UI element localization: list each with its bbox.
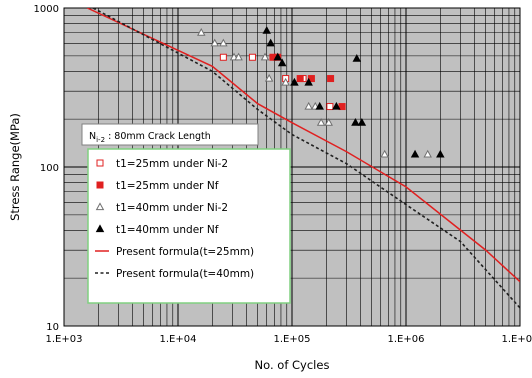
y-tick-label: 1000 [34,4,59,15]
legend-swatch [95,224,105,233]
data-point [351,118,360,126]
formula-lines [86,8,520,309]
data-point [260,52,270,61]
data-point [219,38,228,47]
data-points [197,26,445,158]
data-point [436,149,445,158]
data-point [262,26,271,34]
data-point [266,38,275,47]
annotation-box: Ni-2 : 80mm Crack Length [81,123,259,146]
data-point [324,118,333,126]
legend-label: t1=40mm under Ni-2 [116,202,228,214]
annotation-subscript: i-2 [96,136,105,144]
data-point [332,101,341,110]
annotation-suffix: : 80mm Crack Length [105,131,211,142]
x-tick-label: 1.E+04 [160,334,197,345]
x-axis-label: No. of Cycles [255,358,330,372]
data-point [273,52,283,61]
legend-label: Present formula(t=40mm) [116,268,254,280]
legend-label: t1=25mm under Nf [116,180,219,192]
annotation-frame [81,123,259,146]
data-point [380,149,389,158]
x-tick-label: 1.E+07 [502,334,532,345]
data-point [326,103,334,111]
legend-label: t1=25mm under Ni-2 [116,158,228,170]
legend-swatch [96,159,104,167]
data-point [352,54,362,62]
tick-labels: 1.E+03 1.E+04 1.E+05 1.E+06 1.E+07 10 100 1000 [34,4,532,345]
annotation-prefix: N [89,131,96,142]
y-tick-label: 10 [46,322,59,333]
data-point [357,118,367,126]
data-point [327,75,335,83]
data-point [423,149,432,158]
legend-swatch [95,202,105,211]
data-point [234,52,243,61]
data-point [277,58,287,67]
data-point [304,77,313,86]
data-point [210,38,219,47]
data-point [296,75,304,83]
legend: t1=25mm under Ni-2 t1=25mm under Nf t1=40m… [87,148,291,304]
x-tick-label: 1.E+03 [46,334,83,345]
data-point [315,101,324,110]
data-point [410,149,420,158]
data-point [197,27,206,36]
data-point [338,103,346,111]
x-tick-label: 1.E+06 [388,334,425,345]
data-point [290,77,299,86]
data-point [219,53,227,61]
data-point [304,101,313,110]
formula-line [86,8,520,283]
y-axis-label: Stress Range(MPa) [8,113,22,221]
data-point [316,118,326,126]
x-tick-label: 1.E+05 [274,334,311,345]
plot-frame [63,7,521,327]
legend-swatch [96,181,104,189]
data-point [264,73,274,82]
data-point [248,53,256,61]
annotation-text: Ni-2 : 80mm Crack Length [89,131,211,144]
legend-label: Present formula(t=25mm) [116,246,254,258]
data-point [281,77,290,86]
y-tick-label: 100 [40,163,59,174]
legend-frame [87,148,291,304]
formula-line [92,8,520,309]
legend-label: t1=40mm under Nf [116,224,219,236]
